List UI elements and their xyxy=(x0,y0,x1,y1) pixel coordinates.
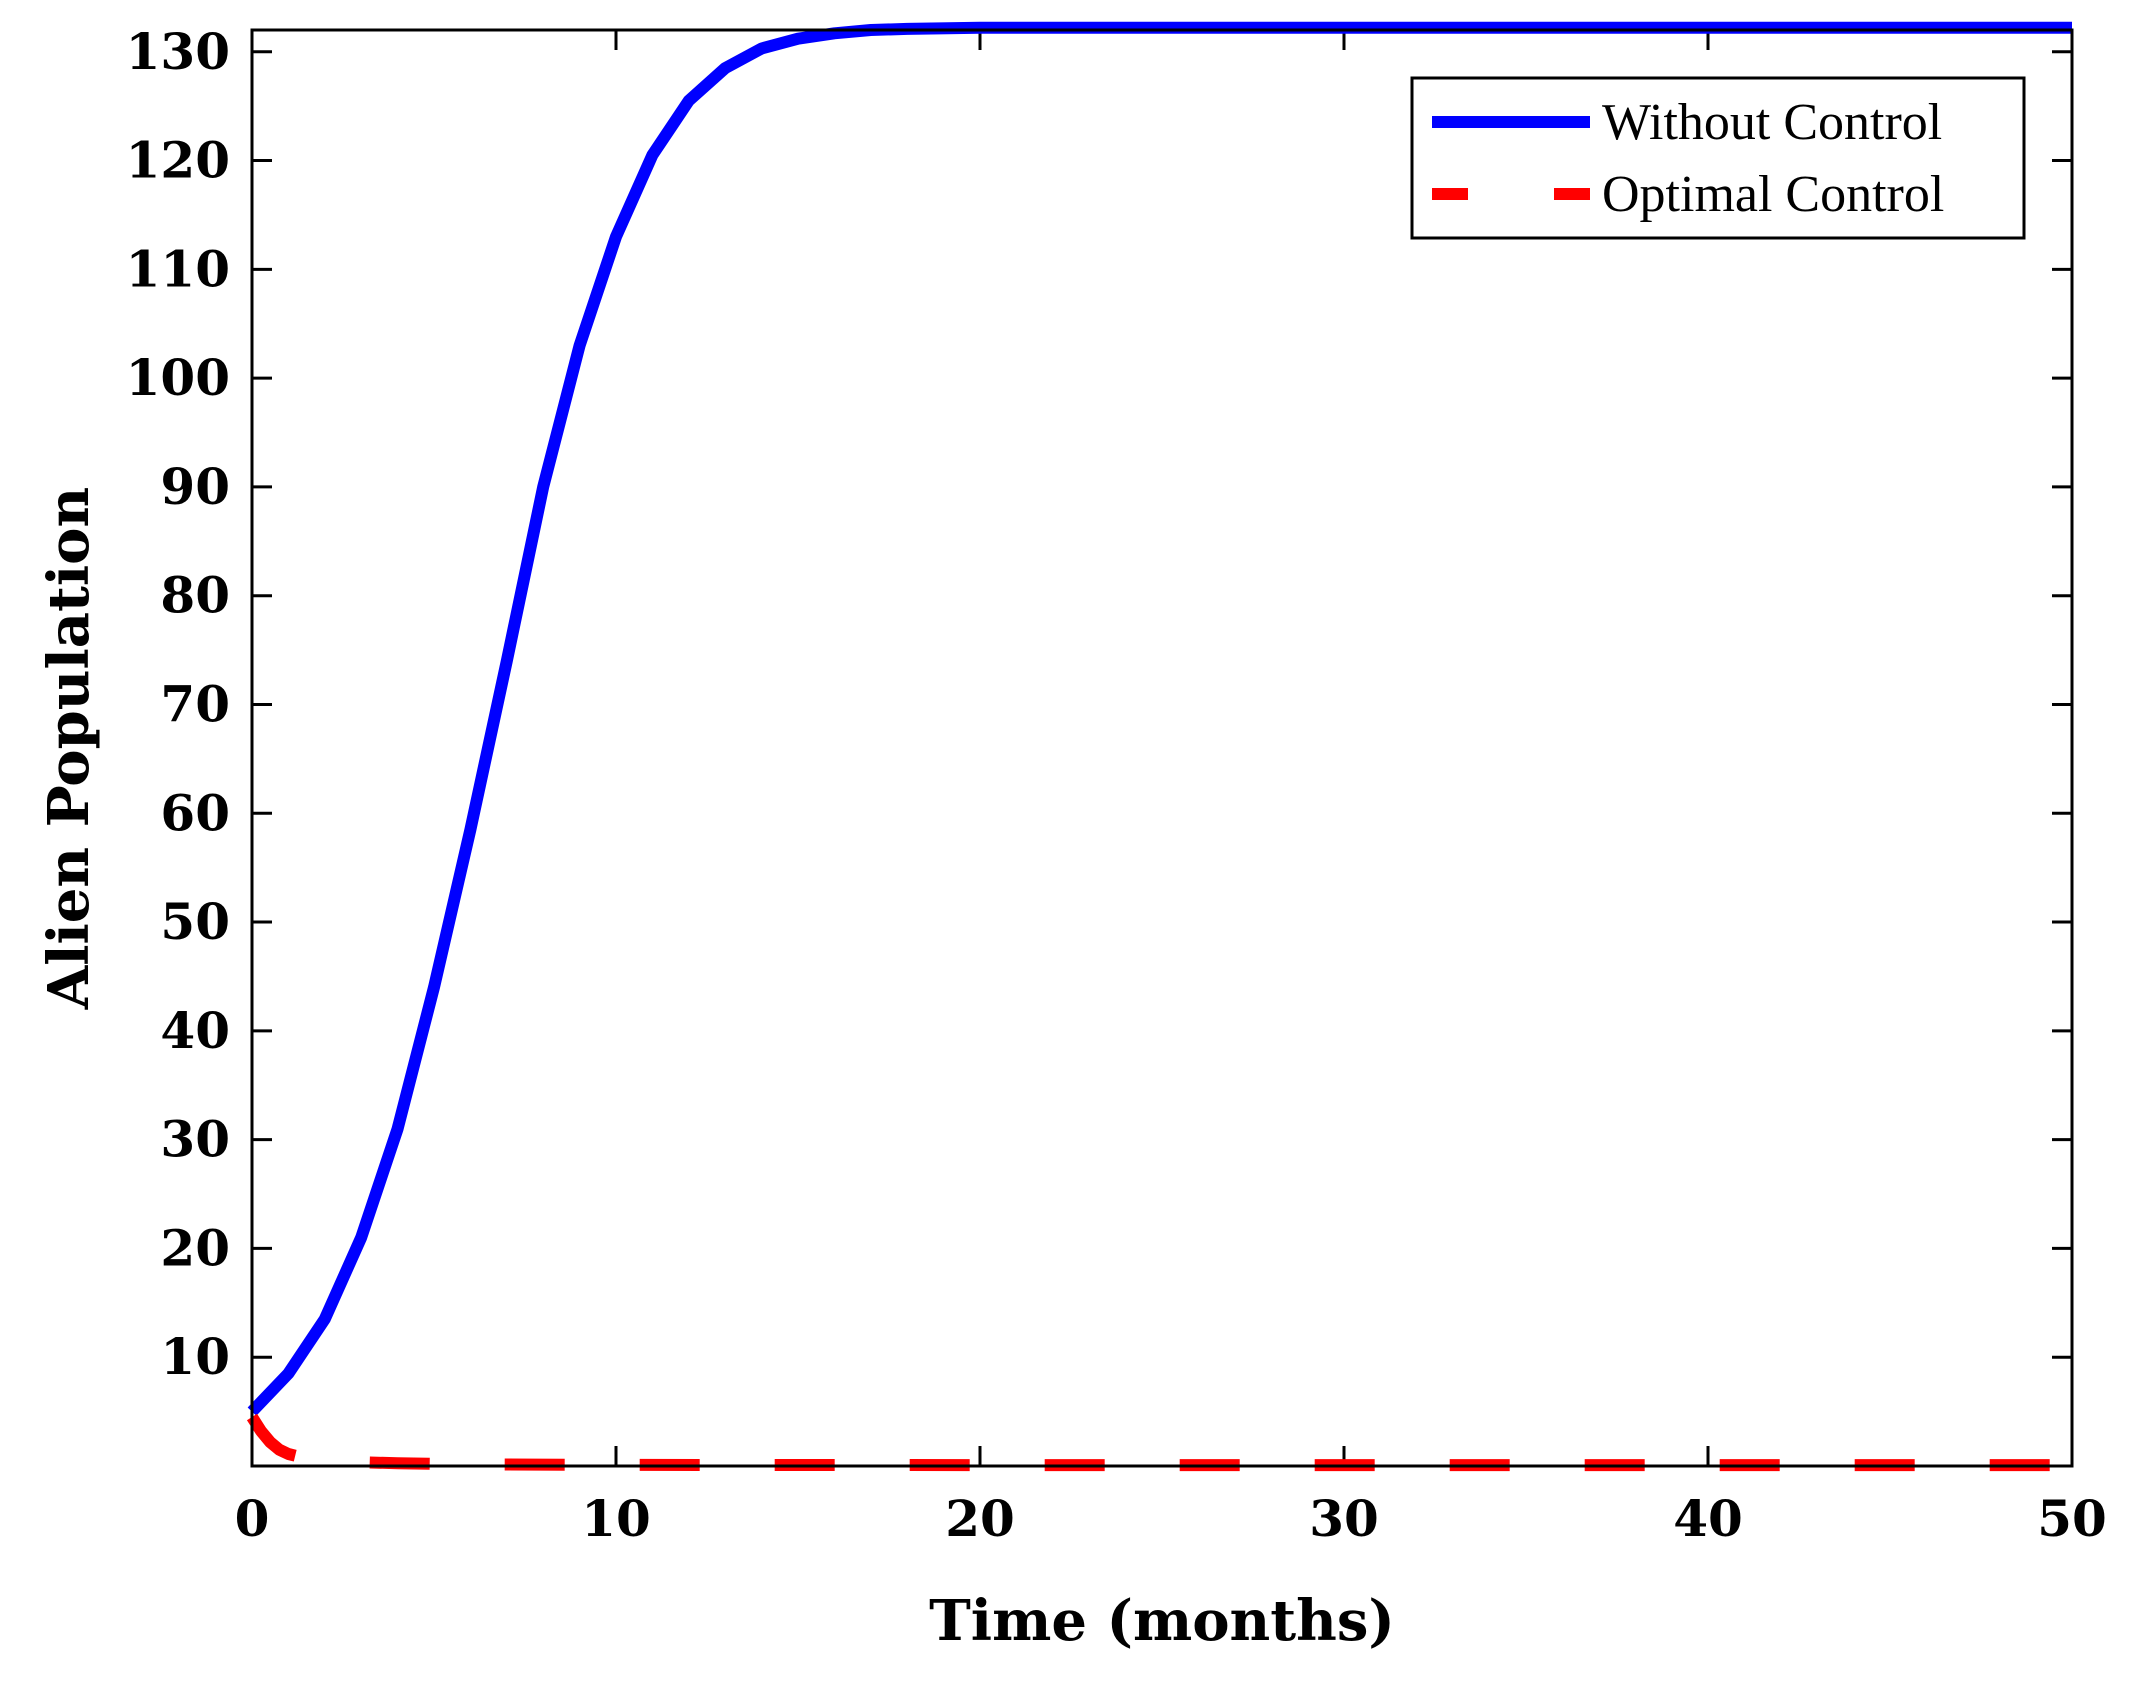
x-tick-label: 10 xyxy=(581,1489,651,1548)
x-tick-label: 50 xyxy=(2037,1489,2107,1548)
y-tick-label: 50 xyxy=(160,892,230,951)
plot-frame xyxy=(250,28,2074,1468)
ticks-layer: 0 10 20 30 40 50 10 20 30 40 50 60 70 80 90 100 110 120 13… xyxy=(126,22,2107,1548)
y-tick-label: 40 xyxy=(160,1001,230,1060)
series-layer xyxy=(246,21,2072,1472)
y-tick-label: 90 xyxy=(160,457,230,516)
x-tick-label: 40 xyxy=(1673,1489,1743,1548)
legend-label: Optimal Control xyxy=(1602,166,1944,223)
series-line-without-control xyxy=(247,21,2072,1416)
y-tick-label: 10 xyxy=(160,1327,230,1386)
legend-label: Without Control xyxy=(1602,94,1942,151)
y-tick-label: 120 xyxy=(126,131,230,190)
y-tick-label: 100 xyxy=(126,348,230,407)
x-tick-label: 0 xyxy=(235,1489,270,1548)
y-tick-label: 70 xyxy=(160,674,230,733)
legend-box xyxy=(1410,76,2026,240)
legend: Without Control Optimal Control xyxy=(1410,76,2026,240)
series-line-optimal-control xyxy=(246,1413,2072,1472)
y-tick-label: 60 xyxy=(160,783,230,842)
x-tick-label: 30 xyxy=(1309,1489,1379,1548)
y-tick-label: 20 xyxy=(160,1218,230,1277)
y-tick-label: 110 xyxy=(126,239,230,298)
y-tick-label: 80 xyxy=(160,566,230,625)
y-tick-label: 30 xyxy=(160,1110,230,1169)
y-axis-title: Alien Population xyxy=(36,487,102,1010)
y-tick-label: 130 xyxy=(126,22,230,81)
x-axis-title: Time (months) xyxy=(929,1588,1395,1654)
x-tick-label: 20 xyxy=(945,1489,1015,1548)
